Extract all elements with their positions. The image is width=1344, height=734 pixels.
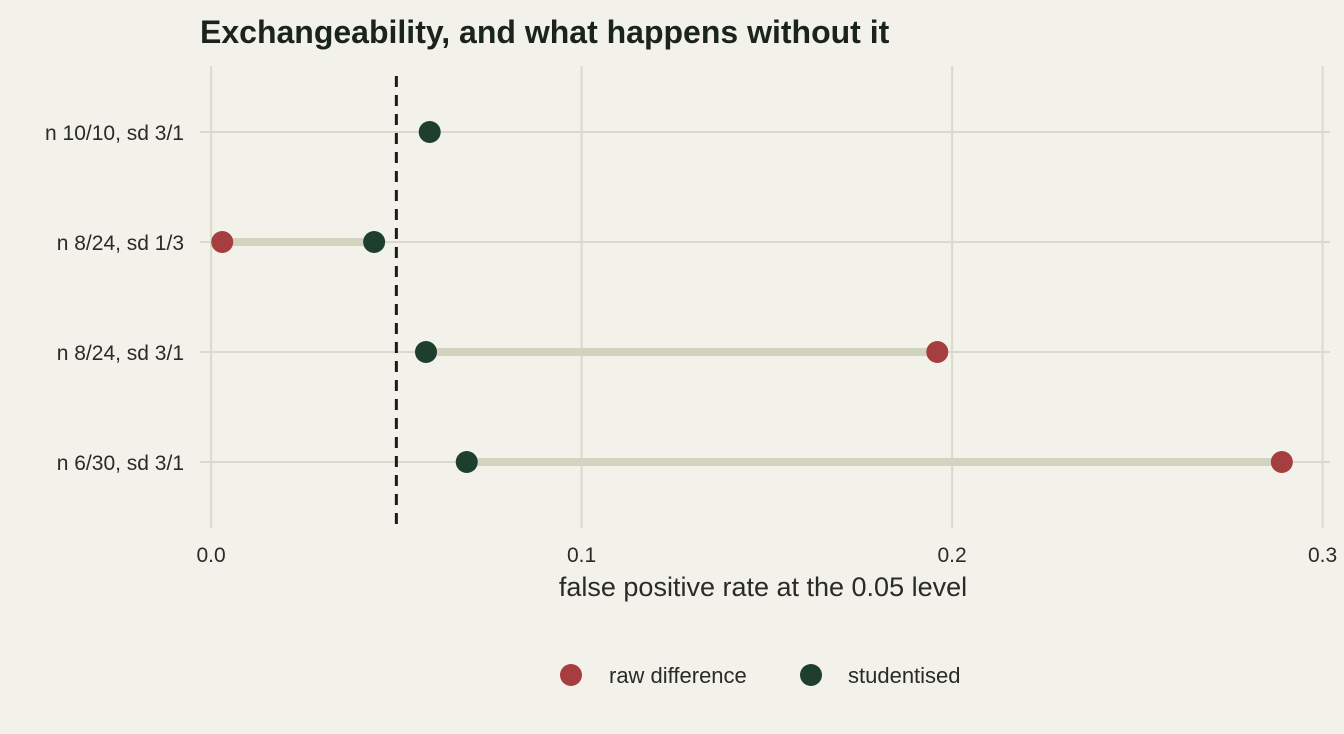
studentised-point: [455, 451, 478, 473]
studentised-point: [415, 341, 437, 363]
legend-label: raw difference: [609, 663, 747, 688]
x-tick-label: 0.3: [1308, 544, 1337, 567]
raw-difference-point: [211, 231, 234, 253]
x-tick-label: 0.2: [937, 544, 966, 567]
x-tick-label: 0.1: [567, 544, 596, 567]
x-tick-labels: 0.0 0.1 0.2 0.3: [197, 544, 1338, 567]
legend-raw-difference: raw difference: [560, 663, 747, 688]
legend-marker: [800, 664, 822, 686]
legend: raw difference studentised: [560, 663, 961, 688]
point-layer: [211, 121, 1293, 473]
legend-studentised: studentised: [800, 663, 961, 688]
y-tick-label: n 8/24, sd 3/1: [57, 342, 184, 365]
x-tick-label: 0.0: [197, 544, 226, 567]
x-axis-label: false positive rate at the 0.05 level: [559, 572, 967, 602]
studentised-point: [363, 231, 386, 253]
studentised-point: [418, 121, 441, 143]
segment-layer: [222, 238, 1282, 466]
raw-difference-point: [926, 341, 949, 363]
legend-label: studentised: [848, 663, 961, 688]
chart-title: Exchangeability, and what happens withou…: [200, 14, 890, 50]
y-tick-label: n 8/24, sd 1/3: [57, 232, 184, 255]
y-tick-labels: n 10/10, sd 3/1 n 8/24, sd 1/3 n 8/24, sd …: [45, 122, 184, 475]
raw-difference-point: [1270, 451, 1293, 473]
legend-marker: [560, 664, 582, 686]
y-tick-label: n 6/30, sd 3/1: [57, 452, 184, 475]
y-tick-label: n 10/10, sd 3/1: [45, 122, 184, 145]
